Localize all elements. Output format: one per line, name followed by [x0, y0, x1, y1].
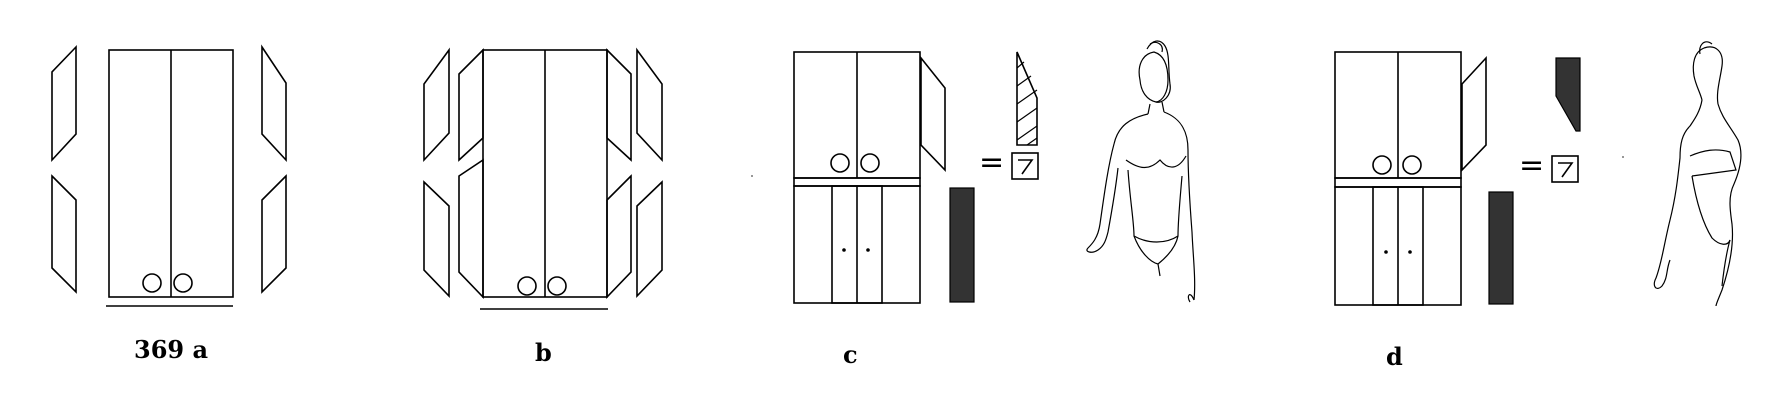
figure-c-symbol-glyph [1018, 159, 1034, 175]
figure-b: b [423, 47, 663, 367]
figure-b-label: b [535, 338, 552, 367]
figure-d-equals-sign: = [1519, 148, 1544, 183]
figure-c-equals-sign: = [979, 145, 1004, 180]
speck [1622, 156, 1624, 158]
figure-b-left-flap-outer-top [423, 47, 450, 163]
figure-c-hatching [1016, 61, 1038, 146]
figure-d-button-right [1402, 155, 1422, 175]
figure-c-hatched-piece [1016, 51, 1038, 146]
figure-b-left-flap-inner-top [458, 48, 484, 162]
figure-b-right-flap-outer-bottom [636, 180, 663, 298]
figure-a-left-flap-bottom [51, 174, 77, 294]
speck [751, 175, 753, 177]
figure-d-waistband [1334, 177, 1462, 188]
figure-c-button-left [830, 153, 850, 173]
figure-d-symbol-glyph [1558, 162, 1574, 178]
figure-c-dot-left [842, 248, 846, 252]
figure-c-waistband [793, 177, 921, 187]
figure-c-label: c [843, 340, 858, 369]
figure-a-right-flap-bottom [261, 174, 287, 294]
figure-c-symbol-box [1011, 152, 1039, 180]
figure-a-left-flap-top [51, 45, 77, 163]
figure-c-side-flap [920, 55, 946, 172]
figure-d-dark-piece [1555, 57, 1581, 132]
figure-b-left-flap-outer-bottom [423, 180, 450, 298]
figure-c-fashion-sketch [1086, 40, 1196, 303]
figure-a-right-flap-top [261, 44, 287, 163]
figure-b-button-right [547, 276, 567, 296]
figure-d-button-left [1372, 155, 1392, 175]
figure-d-dot-left [1384, 250, 1388, 254]
figure-b-right-flap-inner-top [606, 48, 632, 162]
figure-b-right-flap-inner-bottom [606, 174, 632, 299]
figure-a: 369 a [51, 44, 287, 364]
figure-b-left-flap-inner-bottom [458, 158, 484, 299]
figure-d-fashion-sketch [1653, 41, 1742, 307]
figure-b-button-left [517, 276, 537, 296]
figure-c-dark-strip [949, 187, 975, 303]
figure-d-symbol-box [1551, 155, 1579, 183]
figure-d-dot-right [1408, 250, 1412, 254]
figure-d-dark-strip [1488, 191, 1514, 305]
figure-d: = d [1334, 41, 1742, 371]
figure-c-dot-right [866, 248, 870, 252]
figure-c-button-right [860, 153, 880, 173]
figure-d-side-flap [1461, 55, 1487, 172]
figure-d-label: d [1386, 342, 1403, 371]
figure-b-right-flap-outer-top [636, 47, 663, 163]
figure-c: = c [793, 40, 1196, 369]
figure-a-button-right [173, 273, 193, 293]
figure-a-label: 369 a [134, 335, 208, 364]
figure-a-button-left [142, 273, 162, 293]
